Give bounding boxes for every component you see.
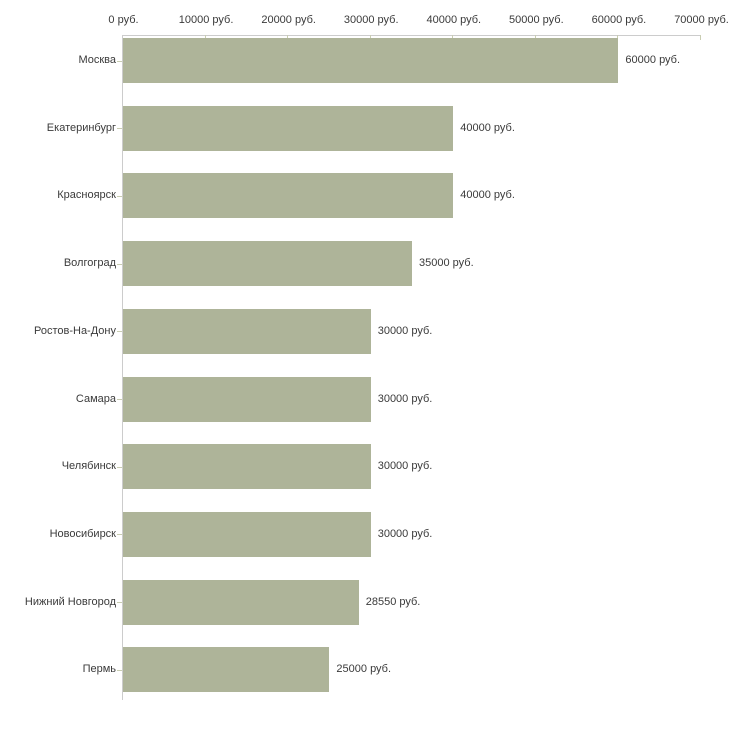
bar	[123, 376, 371, 422]
x-axis-tick-mark	[204, 35, 206, 40]
x-axis-tick-mark	[452, 35, 454, 40]
value-label: 40000 руб.	[460, 189, 515, 202]
value-label: 28550 руб.	[365, 595, 421, 608]
bar	[123, 511, 371, 557]
bar	[123, 647, 330, 693]
x-axis-tick-label: 20000 руб.	[261, 14, 316, 26]
y-axis-tick-mark	[117, 195, 122, 197]
x-axis-tick-mark	[534, 35, 536, 40]
y-axis-tick-mark	[117, 602, 122, 604]
bar	[123, 241, 412, 287]
category-label: Пермь	[82, 663, 116, 676]
y-axis-tick-mark	[117, 331, 122, 333]
y-axis-tick-mark	[117, 669, 122, 671]
y-axis-tick-mark	[117, 399, 122, 400]
x-axis-tick-label: 40000 руб.	[426, 14, 482, 26]
x-axis-tick-mark	[287, 35, 289, 40]
category-label: Челябинск	[61, 460, 116, 473]
y-axis-tick-mark	[117, 60, 122, 62]
x-axis-tick-mark	[700, 35, 701, 40]
value-label: 30000 руб.	[377, 527, 433, 540]
category-label: Самара	[75, 392, 116, 405]
x-axis-tick-label: 0 руб.	[108, 14, 139, 26]
y-axis-tick-mark	[117, 263, 122, 265]
y-axis-tick-mark	[117, 466, 122, 468]
category-label: Ростов-На-Дону	[33, 324, 116, 337]
category-label: Волгоград	[63, 257, 116, 270]
value-label: 30000 руб.	[377, 460, 433, 473]
bar	[123, 579, 359, 625]
value-label: 25000 руб.	[336, 663, 392, 676]
y-axis-tick-mark	[117, 128, 122, 130]
y-axis-tick-mark	[117, 534, 122, 536]
bar	[123, 38, 619, 83]
x-axis-tick-mark	[617, 35, 619, 40]
x-axis-tick-mark	[369, 35, 371, 40]
category-label: Екатеринбург	[46, 121, 116, 134]
value-label: 30000 руб.	[377, 324, 433, 337]
value-label: 30000 руб.	[377, 392, 433, 405]
value-label: 40000 руб.	[460, 121, 515, 134]
bar	[123, 105, 454, 151]
category-label: Москва	[78, 54, 116, 66]
bar	[123, 308, 371, 354]
category-label: Красноярск	[57, 189, 116, 202]
bar	[123, 444, 371, 490]
plot-area	[122, 35, 701, 700]
value-label: 35000 руб.	[419, 257, 474, 270]
bar	[123, 173, 454, 219]
x-axis-tick-label: 70000 руб.	[674, 14, 729, 26]
value-label: 60000 руб.	[625, 54, 681, 66]
x-axis-tick-label: 10000 руб.	[178, 14, 234, 26]
x-axis-tick-label: 50000 руб.	[509, 14, 564, 26]
x-axis-tick-label: 60000 руб.	[591, 14, 647, 26]
x-axis-tick-label: 30000 руб.	[343, 14, 399, 26]
category-label: Нижний Новгород	[24, 595, 116, 608]
category-label: Новосибирск	[49, 527, 116, 540]
